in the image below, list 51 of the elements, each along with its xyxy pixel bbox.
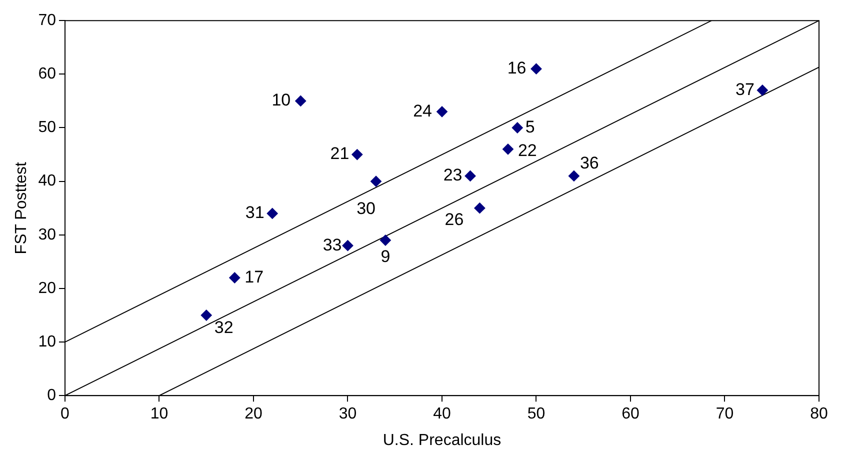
annotation: 5 <box>525 117 535 136</box>
point <box>464 170 476 182</box>
annotation: 36 <box>580 154 599 173</box>
x-tick-label: 70 <box>716 406 734 423</box>
annotation: 26 <box>444 210 464 229</box>
point <box>436 106 448 118</box>
y-tick-label: 0 <box>47 387 56 404</box>
y-tick-label: 60 <box>38 66 56 83</box>
point <box>502 144 514 155</box>
x-tick-label: 40 <box>433 406 451 423</box>
annotation: 17 <box>244 267 264 286</box>
annotation: 30 <box>356 199 376 218</box>
annotation: 10 <box>272 90 291 110</box>
x-tick-label: 30 <box>338 406 357 423</box>
x-axis-title: U.S. Precalculus <box>382 432 502 449</box>
x-tick-label: 60 <box>622 406 640 423</box>
annotation: 21 <box>330 144 350 164</box>
annotation: 24 <box>413 101 432 120</box>
annotation: 37 <box>736 80 754 99</box>
annotation: 32 <box>214 318 234 337</box>
point <box>295 95 306 106</box>
y-tick-label: 10 <box>38 333 56 350</box>
point <box>200 310 212 321</box>
point <box>756 84 768 96</box>
y-tick-label: 30 <box>38 226 56 244</box>
x-tick-label: 20 <box>244 406 262 423</box>
point <box>352 149 363 160</box>
annotation: 33 <box>322 235 342 254</box>
point <box>266 208 278 219</box>
point <box>474 202 486 214</box>
point <box>229 272 240 284</box>
point <box>530 63 542 74</box>
y-tick-label: 40 <box>38 172 56 190</box>
y-axis-title: FST Posttest <box>13 161 30 254</box>
annotation: 23 <box>443 166 462 185</box>
annotation: 31 <box>245 203 264 222</box>
y-tick-label: 70 <box>38 12 56 30</box>
annotation: 22 <box>518 140 537 160</box>
annotation: 9 <box>380 246 390 266</box>
x-tick-label: 50 <box>527 406 546 423</box>
annotation: 16 <box>507 58 526 78</box>
point <box>380 234 391 246</box>
point <box>568 170 580 182</box>
y-tick-label: 20 <box>38 280 56 297</box>
point <box>370 176 382 187</box>
point <box>512 122 523 134</box>
x-tick-label: 0 <box>60 406 70 423</box>
x-tick-label: 10 <box>150 406 168 423</box>
x-tick-label: 80 <box>810 406 828 423</box>
y-tick-label: 50 <box>38 119 56 136</box>
point <box>342 240 354 252</box>
